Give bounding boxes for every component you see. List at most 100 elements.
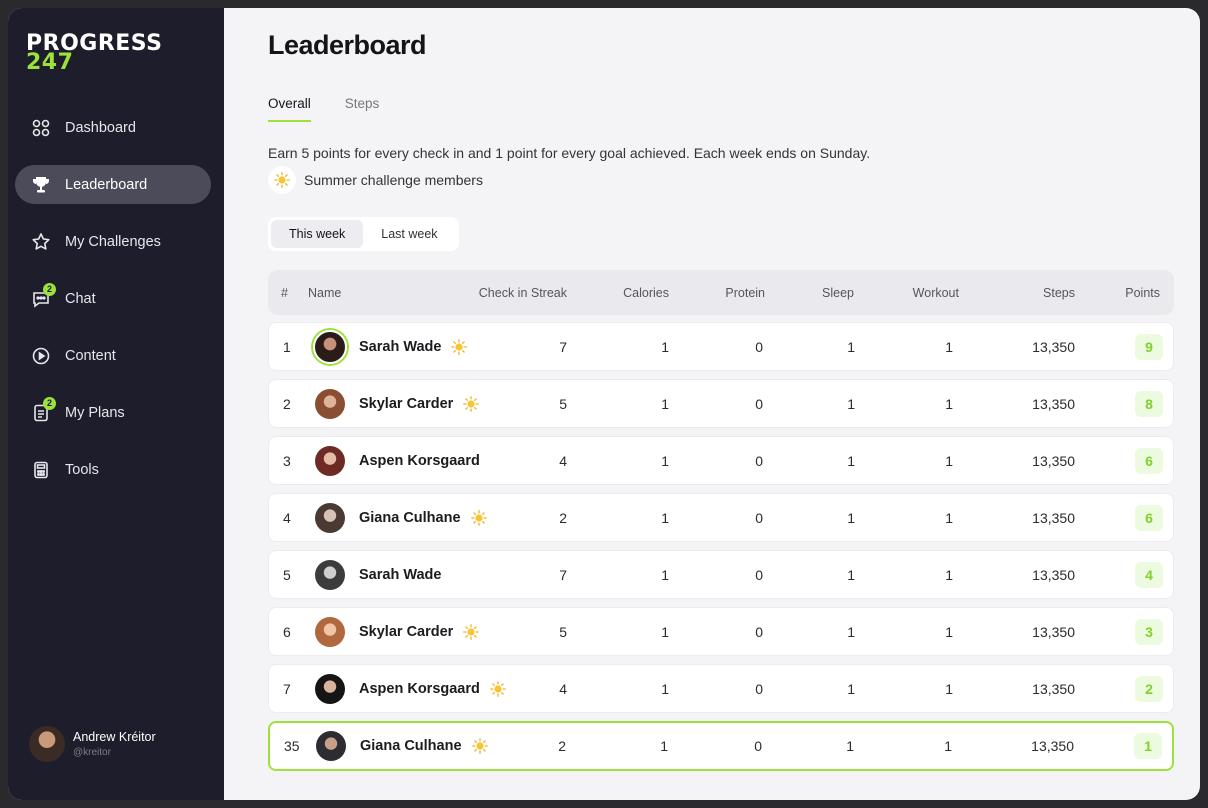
table-row[interactable]: 6 Skylar Carder 5 1 0 1 1 13,350 3 [268, 607, 1174, 656]
summer-legend-label: Summer challenge members [304, 172, 483, 188]
streak-cell: 2 [558, 738, 566, 754]
sun-badge [268, 166, 296, 194]
sleep-cell: 1 [846, 738, 854, 754]
page-title: Leaderboard [268, 30, 427, 60]
sleep-cell: 1 [847, 680, 855, 697]
sidebar-item-label: My Plans [65, 404, 125, 421]
calculator-icon [31, 460, 51, 480]
table-row[interactable]: 2 Skylar Carder 5 1 0 1 1 13,350 8 [268, 379, 1174, 428]
sidebar-item-my-plans[interactable]: 2 My Plans [15, 393, 211, 432]
sidebar-item-label: Leaderboard [65, 176, 148, 193]
trophy-icon [31, 175, 51, 195]
points-badge: 3 [1135, 618, 1163, 645]
tab-overall[interactable]: Overall [268, 96, 311, 122]
name-cell: Giana Culhane [359, 510, 487, 526]
header-steps: Steps [1043, 285, 1075, 300]
app-window: PROGRESS 247 Dashboard Leaderboard My [8, 8, 1200, 800]
steps-cell: 13,350 [1032, 395, 1075, 412]
protein-cell: 0 [755, 566, 763, 583]
streak-cell: 7 [559, 566, 567, 583]
member-name: Skylar Carder [359, 623, 454, 640]
workout-cell: 1 [945, 338, 953, 355]
header-streak: Check in Streak [478, 285, 567, 300]
table-row[interactable]: 1 Sarah Wade 7 1 0 1 1 13,350 9 [268, 322, 1174, 371]
sun-icon [463, 623, 480, 640]
member-name: Giana Culhane [360, 738, 462, 754]
last-week-button[interactable]: Last week [381, 227, 438, 241]
calories-cell: 1 [660, 738, 668, 754]
steps-cell: 13,350 [1032, 452, 1075, 469]
member-name: Sarah Wade [359, 338, 442, 355]
table-row[interactable]: 7 Aspen Korsgaard 4 1 0 1 1 13,350 2 [268, 664, 1174, 713]
sleep-cell: 1 [847, 338, 855, 355]
tab-steps[interactable]: Steps [344, 96, 380, 111]
plans-badge: 2 [43, 396, 56, 410]
star-icon [31, 232, 51, 252]
sidebar-item-label: My Challenges [65, 233, 161, 250]
table-row-current-user[interactable]: 35 Giana Culhane 2 1 0 1 1 13,350 1 [268, 721, 1174, 771]
sidebar: PROGRESS 247 Dashboard Leaderboard My [8, 8, 224, 800]
sun-icon [451, 338, 468, 355]
calories-cell: 1 [661, 452, 669, 469]
table-row[interactable]: 4 Giana Culhane 2 1 0 1 1 13,350 6 [268, 493, 1174, 542]
rank-cell: 1 [283, 338, 291, 355]
protein-cell: 0 [755, 452, 763, 469]
sun-icon [463, 395, 480, 412]
workout-cell: 1 [945, 395, 953, 412]
user-profile[interactable]: Andrew Kréitor @kreitor [29, 726, 156, 762]
sidebar-item-leaderboard[interactable]: Leaderboard [15, 165, 211, 204]
sun-icon [274, 172, 290, 188]
avatar [315, 388, 345, 419]
sidebar-item-chat[interactable]: 2 Chat [15, 279, 211, 318]
points-badge: 1 [1134, 733, 1162, 759]
points-badge: 8 [1135, 390, 1163, 417]
name-cell: Sarah Wade [359, 567, 441, 583]
header-name: Name [308, 285, 342, 300]
avatar [315, 502, 345, 533]
avatar [315, 559, 345, 590]
sidebar-item-tools[interactable]: Tools [15, 450, 211, 489]
rank-cell: 6 [283, 623, 291, 640]
sleep-cell: 1 [847, 566, 855, 583]
avatar [313, 329, 347, 364]
table-row[interactable]: 3 Aspen Korsgaard 4 1 0 1 1 13,350 6 [268, 436, 1174, 485]
streak-cell: 5 [559, 623, 567, 640]
sidebar-item-my-challenges[interactable]: My Challenges [15, 222, 211, 261]
sidebar-item-dashboard[interactable]: Dashboard [15, 108, 211, 147]
chat-badge: 2 [43, 282, 56, 296]
period-toggle: This week Last week [268, 217, 459, 251]
points-description: Earn 5 points for every check in and 1 p… [268, 145, 871, 161]
this-week-button[interactable]: This week [271, 220, 364, 248]
header-rank: # [281, 285, 288, 300]
sidebar-item-label: Chat [65, 290, 96, 307]
name-cell: Sarah Wade [359, 338, 468, 355]
protein-cell: 0 [755, 338, 763, 355]
user-name: Andrew Kréitor [73, 730, 156, 744]
sun-icon [470, 509, 487, 526]
avatar [315, 673, 345, 704]
streak-cell: 4 [559, 452, 567, 469]
sidebar-item-label: Tools [65, 461, 99, 478]
table-row[interactable]: 5 Sarah Wade 7 1 0 1 1 13,350 4 [268, 550, 1174, 599]
rank-cell: 4 [283, 509, 291, 526]
calories-cell: 1 [661, 395, 669, 412]
main-content: Leaderboard Overall Steps Earn 5 points … [224, 8, 1200, 800]
rank-cell: 35 [284, 738, 300, 754]
sidebar-item-content[interactable]: Content [15, 336, 211, 375]
avatar [29, 726, 65, 762]
workout-cell: 1 [945, 623, 953, 640]
streak-cell: 7 [559, 338, 567, 355]
protein-cell: 0 [754, 738, 762, 754]
calories-cell: 1 [661, 566, 669, 583]
sleep-cell: 1 [847, 395, 855, 412]
logo: PROGRESS 247 [26, 32, 163, 74]
workout-cell: 1 [944, 738, 952, 754]
member-name: Aspen Korsgaard [359, 680, 480, 697]
rank-cell: 2 [283, 395, 291, 412]
header-protein: Protein [725, 285, 765, 300]
member-name: Aspen Korsgaard [359, 452, 480, 469]
calories-cell: 1 [661, 338, 669, 355]
sun-icon [471, 738, 488, 754]
summer-legend: Summer challenge members [268, 166, 483, 194]
member-name: Giana Culhane [359, 509, 461, 526]
